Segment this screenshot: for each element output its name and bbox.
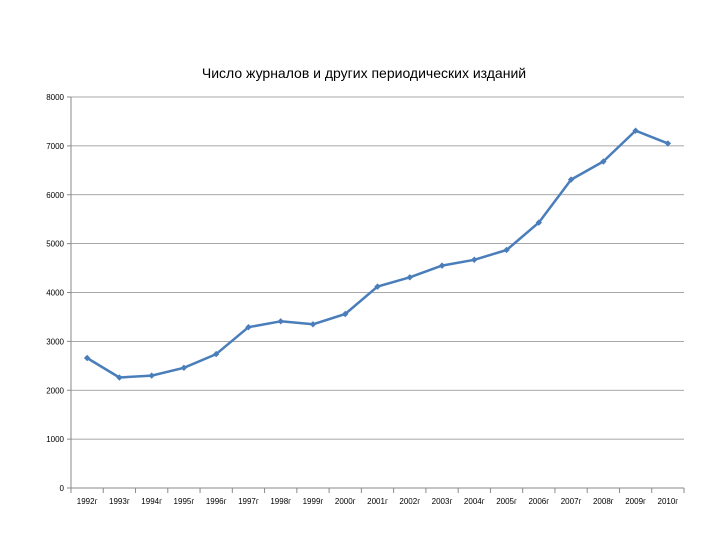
x-tick-label: 2000г — [335, 497, 356, 506]
data-point-1993г — [116, 374, 123, 381]
y-axis-ticks: 0 1000 2000 3000 4000 5000 6000 7000 8000 — [46, 93, 71, 493]
data-point-2000г — [342, 310, 349, 318]
y-tick-label: 0 — [60, 484, 65, 493]
y-tick-label: 6000 — [46, 191, 64, 200]
data-point-1996г — [212, 350, 220, 358]
x-axis-ticks: 1992г 1993г 1994г 1995г 1996г 1997г 1998г 1999г… — [70, 488, 685, 506]
x-tick-label: 1992г — [77, 497, 98, 506]
series-line-0 — [86, 129, 669, 379]
series-layer — [83, 127, 672, 381]
data-point-2002г — [406, 274, 413, 281]
x-tick-label: 1998г — [270, 497, 291, 506]
y-tick-label: 2000 — [46, 386, 64, 395]
data-point-2009г — [632, 127, 639, 134]
y-tick-label: 8000 — [46, 93, 64, 102]
x-tick-label: 1999г — [303, 497, 324, 506]
chart-title: Число журналов и других периодических из… — [202, 65, 526, 81]
x-tick-label: 2005г — [496, 497, 517, 506]
data-point-2003г — [438, 262, 446, 269]
data-point-2004г — [471, 256, 478, 263]
x-tick-label: 2004г — [464, 497, 485, 506]
data-point-2007г — [567, 176, 575, 183]
data-point-2006г — [535, 219, 543, 226]
y-tick-label: 7000 — [46, 142, 64, 151]
data-point-2001г — [374, 283, 381, 290]
data-point-1994г — [148, 372, 155, 379]
gridlines — [71, 96, 684, 440]
x-tick-label: 2006г — [528, 497, 549, 506]
x-tick-label: 1994г — [141, 497, 162, 506]
x-tick-label: 1996г — [206, 497, 227, 506]
y-tick-label: 5000 — [46, 240, 64, 249]
x-tick-label: 2008г — [593, 497, 614, 506]
x-tick-label: 2003г — [432, 497, 453, 506]
data-point-1997г — [245, 324, 252, 331]
data-point-2008г — [600, 158, 607, 165]
x-tick-label: 1995г — [174, 497, 195, 506]
data-point-1999г — [309, 321, 317, 328]
x-tick-label: 1993г — [109, 497, 130, 506]
x-tick-label: 2007г — [561, 497, 582, 506]
y-tick-label: 4000 — [46, 289, 64, 298]
data-point-2010г — [664, 140, 672, 147]
data-point-1992г — [83, 354, 91, 362]
x-tick-label: 2010г — [658, 497, 679, 506]
y-tick-label: 3000 — [46, 337, 64, 346]
x-tick-label: 2001г — [367, 497, 388, 506]
x-tick-label: 1997г — [238, 497, 259, 506]
data-point-2005г — [503, 246, 510, 254]
x-tick-label: 2009г — [625, 497, 646, 506]
x-tick-label: 2002г — [399, 497, 420, 506]
y-tick-label: 1000 — [46, 435, 64, 444]
data-point-1995г — [180, 364, 188, 371]
data-point-1998г — [277, 318, 284, 325]
